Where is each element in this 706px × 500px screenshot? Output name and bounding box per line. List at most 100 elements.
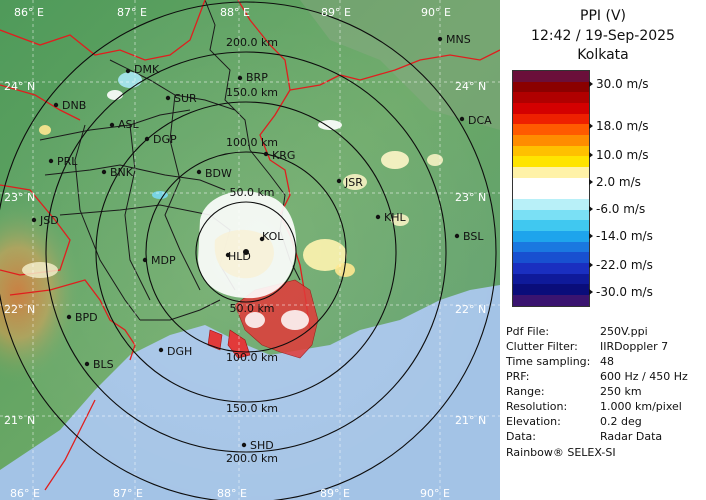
legend-swatch bbox=[513, 177, 589, 189]
lon-label-top-88: 88° E bbox=[220, 6, 250, 19]
lon-label-bottom-89: 89° E bbox=[320, 487, 350, 500]
legend-swatch bbox=[513, 263, 589, 274]
radar-site-marker bbox=[243, 249, 249, 255]
info-value: 48 bbox=[600, 355, 614, 368]
legend-tick-arrow bbox=[589, 123, 593, 129]
legend-swatch bbox=[513, 188, 589, 200]
info-row: PRF: 600 Hz / 450 Hz bbox=[506, 370, 688, 383]
place-KRG: KRG bbox=[272, 149, 295, 162]
info-row: Pdf File: 250V.ppi bbox=[506, 325, 648, 338]
legend-swatch bbox=[513, 81, 589, 93]
lon-label-top-87: 87° E bbox=[117, 6, 147, 19]
legend-tick-arrow bbox=[589, 289, 593, 295]
legend-swatch bbox=[513, 145, 589, 157]
lon-label-bottom-87: 87° E bbox=[113, 487, 143, 500]
legend-swatch bbox=[513, 92, 589, 104]
place-PRL: PRL bbox=[57, 155, 78, 168]
product-title: PPI (V) bbox=[580, 8, 626, 24]
range-label-150-north: 150.0 km bbox=[226, 86, 278, 99]
place-DGH: DGH bbox=[167, 345, 192, 358]
lon-label-bottom-90: 90° E bbox=[420, 487, 450, 500]
legend-tick-arrow bbox=[589, 179, 593, 185]
info-panel: PPI (V) 12:42 / 19-Sep-2025 Kolkata 30.0… bbox=[500, 0, 706, 500]
footer-credit: Rainbow® SELEX-SI bbox=[506, 446, 616, 459]
legend-swatch bbox=[513, 273, 589, 285]
legend-label: 30.0 m/s bbox=[596, 77, 649, 91]
info-row: Clutter Filter: IIRDoppler 7 bbox=[506, 340, 668, 353]
legend-swatch bbox=[513, 209, 589, 221]
place-labels: MNS DMK BRP DNB SUR ASL DGP DCA KRG PRL … bbox=[31, 33, 492, 452]
range-label-50-north: 50.0 km bbox=[229, 186, 274, 199]
legend-swatch bbox=[513, 220, 589, 232]
info-value: 0.2 deg bbox=[600, 415, 642, 428]
lon-label-top-90: 90° E bbox=[421, 6, 451, 19]
lon-label-top-86: 86° E bbox=[14, 6, 44, 19]
legend-label: -14.0 m/s bbox=[596, 229, 653, 243]
place-BDW: BDW bbox=[205, 167, 232, 180]
legend-swatch bbox=[513, 103, 589, 114]
lat-label-left-23: 23° N bbox=[4, 191, 35, 204]
range-label-200-south: 200.0 km bbox=[226, 452, 278, 465]
place-DCA: DCA bbox=[468, 114, 492, 127]
info-key: Pdf File: bbox=[506, 325, 550, 338]
info-key: Elevation: bbox=[506, 415, 561, 428]
legend-swatch bbox=[513, 71, 589, 82]
legend-swatch bbox=[513, 241, 589, 253]
legend-tick-arrow bbox=[589, 262, 593, 268]
legend-swatch bbox=[513, 124, 589, 136]
state-borders bbox=[0, 0, 500, 491]
legend-label: -22.0 m/s bbox=[596, 258, 653, 272]
range-label-100-south: 100.0 km bbox=[226, 351, 278, 364]
info-row: Resolution: 1.000 km/pixel bbox=[506, 400, 682, 413]
graticule bbox=[0, 0, 500, 500]
place-DMK: DMK bbox=[134, 63, 160, 76]
info-key: Data: bbox=[506, 430, 536, 443]
info-row: Data: Radar Data bbox=[506, 430, 662, 443]
legend-label: -30.0 m/s bbox=[596, 285, 653, 299]
place-MNS: MNS bbox=[446, 33, 471, 46]
legend-label: 10.0 m/s bbox=[596, 148, 649, 162]
info-value: 600 Hz / 450 Hz bbox=[600, 370, 688, 383]
lat-label-left-22: 22° N bbox=[4, 303, 35, 316]
legend-label: 2.0 m/s bbox=[596, 175, 641, 189]
range-labels: 50.0 km 100.0 km 150.0 km 200.0 km 50.0 … bbox=[226, 36, 278, 465]
info-key: Range: bbox=[506, 385, 545, 398]
lon-label-bottom-88: 88° E bbox=[217, 487, 247, 500]
radar-map-canvas: 50.0 km 100.0 km 150.0 km 200.0 km 50.0 … bbox=[0, 0, 500, 500]
legend-swatch bbox=[513, 113, 589, 125]
lat-label-right-24: 24° N bbox=[455, 80, 486, 93]
lat-label-left-21: 21° N bbox=[4, 414, 35, 427]
lon-label-bottom-86: 86° E bbox=[10, 487, 40, 500]
place-BPD: BPD bbox=[75, 311, 98, 324]
info-row: Time sampling: 48 bbox=[506, 355, 614, 368]
legend-swatch bbox=[513, 284, 589, 296]
legend-tick-arrow bbox=[589, 152, 593, 158]
lat-label-right-21: 21° N bbox=[455, 414, 486, 427]
info-value: 1.000 km/pixel bbox=[600, 400, 682, 413]
lat-label-right-22: 22° N bbox=[455, 303, 486, 316]
legend-swatch bbox=[513, 167, 589, 178]
legend-swatch bbox=[513, 295, 589, 306]
info-value: IIRDoppler 7 bbox=[600, 340, 669, 353]
legend-label: 18.0 m/s bbox=[596, 119, 649, 133]
radar-map: 50.0 km 100.0 km 150.0 km 200.0 km 50.0 … bbox=[0, 0, 500, 500]
range-label-100-north: 100.0 km bbox=[226, 136, 278, 149]
range-label-200-north: 200.0 km bbox=[226, 36, 278, 49]
place-DGP: DGP bbox=[153, 133, 177, 146]
station-title: Kolkata bbox=[577, 47, 629, 63]
place-SUR: SUR bbox=[174, 92, 197, 105]
legend-swatch bbox=[513, 199, 589, 210]
info-key: Resolution: bbox=[506, 400, 568, 413]
grid-labels: 86° E 87° E 88° E 89° E 90° E 86° E 87° … bbox=[4, 6, 486, 500]
place-MDP: MDP bbox=[151, 254, 176, 267]
info-key: PRF: bbox=[506, 370, 530, 383]
place-BNK: BNK bbox=[110, 166, 134, 179]
legend-tick-arrow bbox=[589, 81, 593, 87]
place-BLS: BLS bbox=[93, 358, 114, 371]
info-key: Clutter Filter: bbox=[506, 340, 578, 353]
info-value: Radar Data bbox=[600, 430, 663, 443]
lat-label-left-24: 24° N bbox=[4, 80, 35, 93]
legend-swatch bbox=[513, 252, 589, 264]
datetime-title: 12:42 / 19-Sep-2025 bbox=[531, 28, 675, 44]
lon-label-top-89: 89° E bbox=[321, 6, 351, 19]
